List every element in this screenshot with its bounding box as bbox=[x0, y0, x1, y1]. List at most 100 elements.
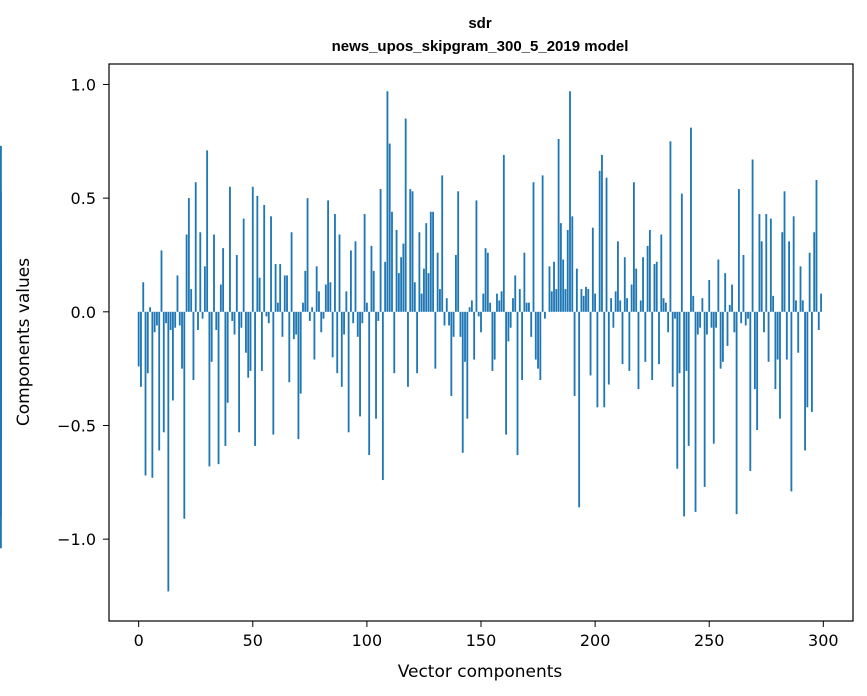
bar bbox=[722, 311, 724, 362]
bar bbox=[276, 302, 279, 312]
bar bbox=[466, 311, 469, 419]
bar bbox=[343, 311, 345, 335]
bar bbox=[279, 264, 282, 312]
bar bbox=[596, 311, 599, 408]
bar bbox=[256, 195, 259, 312]
bar bbox=[320, 311, 323, 333]
bar bbox=[445, 298, 448, 312]
bar bbox=[251, 186, 254, 312]
bar bbox=[575, 268, 578, 312]
bar bbox=[626, 298, 628, 312]
bar bbox=[505, 311, 508, 435]
bar bbox=[500, 291, 503, 312]
bar bbox=[267, 311, 270, 324]
bar bbox=[477, 311, 480, 317]
bar bbox=[749, 311, 752, 471]
bar bbox=[197, 311, 199, 330]
bar bbox=[591, 227, 594, 312]
bar bbox=[658, 311, 660, 365]
bar bbox=[368, 311, 371, 456]
bar bbox=[653, 264, 656, 312]
bar bbox=[525, 302, 528, 312]
bar bbox=[571, 216, 574, 312]
bar bbox=[263, 204, 266, 312]
bar bbox=[808, 252, 811, 312]
bar bbox=[601, 154, 603, 312]
bar bbox=[731, 284, 733, 312]
bar bbox=[156, 311, 158, 326]
bar bbox=[397, 273, 400, 312]
bar bbox=[274, 264, 277, 312]
bar bbox=[409, 189, 412, 312]
bar bbox=[795, 300, 797, 312]
bar bbox=[534, 311, 537, 360]
bar bbox=[381, 311, 384, 481]
bar bbox=[219, 284, 222, 312]
bar bbox=[763, 311, 765, 333]
bar bbox=[480, 311, 482, 333]
bar bbox=[208, 311, 211, 467]
x-tick-label: 100 bbox=[352, 631, 383, 650]
bar bbox=[765, 214, 768, 312]
bar bbox=[801, 300, 804, 312]
bar bbox=[779, 311, 781, 419]
bar bbox=[151, 311, 154, 478]
y-tick-label: 0.5 bbox=[71, 189, 96, 208]
bar bbox=[352, 311, 355, 324]
bar bbox=[407, 311, 409, 387]
y-tick-label: −1.0 bbox=[57, 530, 96, 549]
bar bbox=[153, 311, 156, 333]
bar bbox=[815, 179, 818, 312]
bar bbox=[788, 241, 791, 312]
bar bbox=[751, 159, 754, 312]
y-tick-label: 0.0 bbox=[71, 303, 96, 322]
bar bbox=[719, 311, 722, 369]
bar bbox=[557, 139, 560, 312]
bar bbox=[817, 311, 820, 330]
bar bbox=[190, 289, 193, 312]
bar bbox=[304, 270, 307, 312]
bar bbox=[356, 311, 359, 337]
bar bbox=[158, 311, 161, 451]
bar bbox=[149, 307, 151, 312]
bar bbox=[338, 234, 341, 312]
bar bbox=[242, 218, 245, 312]
bar bbox=[174, 311, 177, 328]
bar bbox=[774, 311, 777, 390]
bar bbox=[610, 298, 612, 312]
bar bbox=[203, 266, 206, 312]
bar bbox=[603, 311, 606, 408]
bar bbox=[555, 289, 558, 312]
bar bbox=[523, 252, 526, 312]
bar bbox=[569, 91, 571, 312]
bar bbox=[651, 311, 654, 381]
bar bbox=[582, 295, 585, 312]
bar bbox=[288, 311, 291, 383]
bar bbox=[699, 311, 702, 328]
bar bbox=[648, 229, 651, 312]
bar bbox=[215, 311, 218, 330]
bar bbox=[210, 311, 213, 362]
bar bbox=[578, 311, 581, 508]
bar bbox=[537, 311, 539, 369]
bar bbox=[306, 198, 309, 312]
bar bbox=[169, 311, 172, 330]
bar bbox=[667, 311, 670, 333]
bar bbox=[486, 252, 489, 312]
bar bbox=[222, 248, 225, 312]
bar bbox=[617, 241, 619, 312]
bar bbox=[637, 311, 640, 390]
bar bbox=[340, 311, 343, 387]
bar bbox=[742, 254, 745, 312]
bar-series bbox=[0, 91, 822, 592]
bar bbox=[726, 311, 729, 346]
bar bbox=[671, 311, 674, 387]
bar bbox=[292, 311, 295, 340]
bar bbox=[350, 250, 352, 312]
bar bbox=[767, 311, 770, 362]
bar bbox=[226, 311, 229, 403]
bar bbox=[432, 211, 434, 312]
bar bbox=[678, 311, 681, 374]
bar bbox=[532, 182, 535, 312]
bar bbox=[297, 311, 300, 440]
